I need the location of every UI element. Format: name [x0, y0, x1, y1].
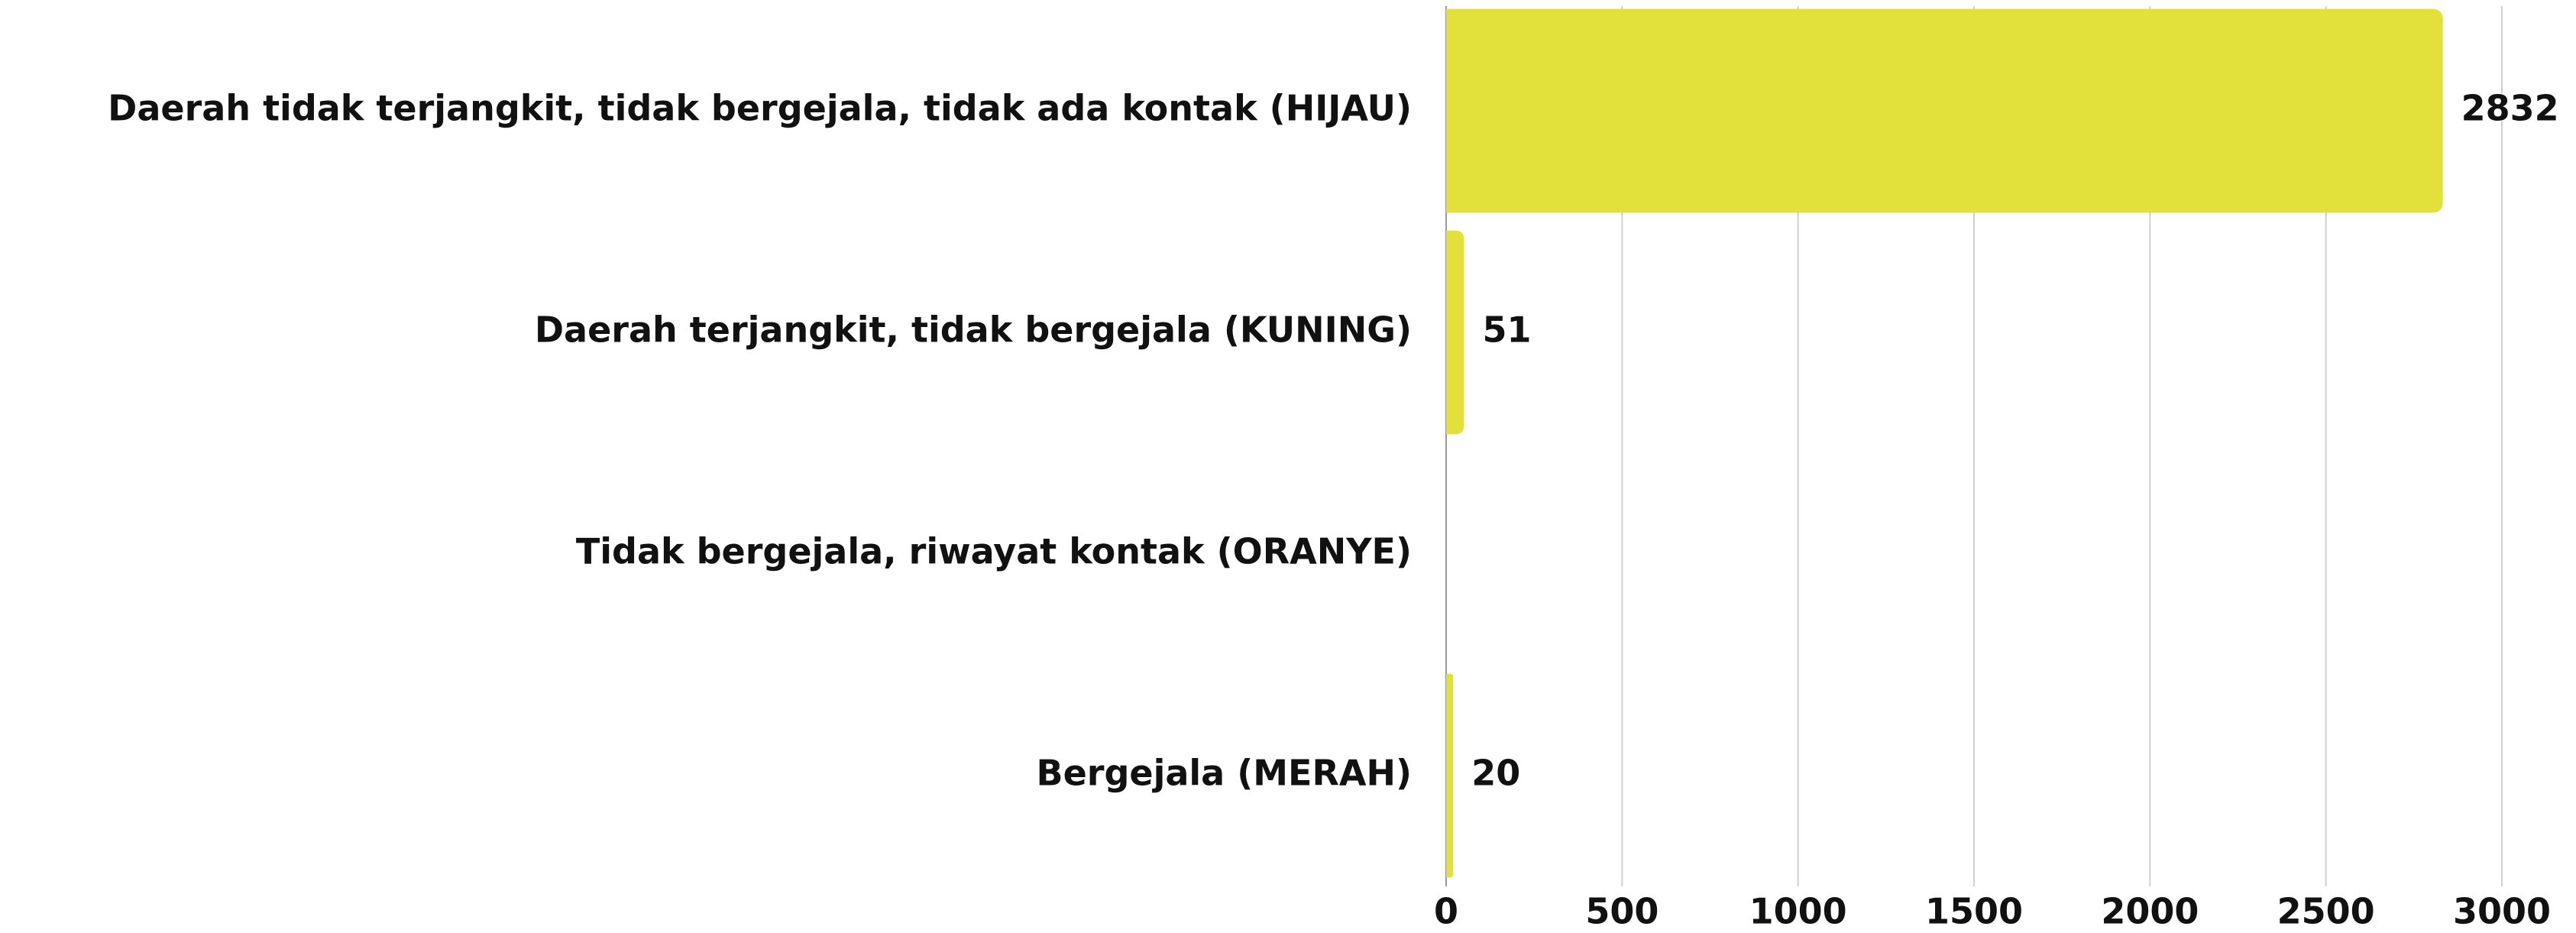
x-tick-label: 2000: [2101, 891, 2199, 932]
x-tick-label: 1500: [1925, 891, 2023, 932]
x-tick-label: 500: [1585, 891, 1659, 932]
bar: [1446, 8, 2443, 213]
y-tick-label: Tidak bergejala, riwayat kontak (ORANYE): [576, 531, 1412, 572]
x-tick-label: 0: [1434, 891, 1458, 932]
bar: [1446, 673, 1454, 878]
bar: [1446, 230, 1464, 435]
y-tick-label: Bergejala (MERAH): [1037, 753, 1412, 794]
value-label: 51: [1482, 309, 1531, 351]
value-label: 2832: [2461, 88, 2559, 129]
x-tick-label: 3000: [2453, 891, 2551, 932]
y-tick-label: Daerah terjangkit, tidak bergejala (KUNI…: [535, 309, 1412, 351]
y-tick-label: Daerah tidak terjangkit, tidak bergejala…: [108, 88, 1412, 129]
value-label: 20: [1471, 753, 1520, 794]
x-tick-label: 2500: [2277, 891, 2375, 932]
x-tick-label: 1000: [1749, 891, 1847, 932]
